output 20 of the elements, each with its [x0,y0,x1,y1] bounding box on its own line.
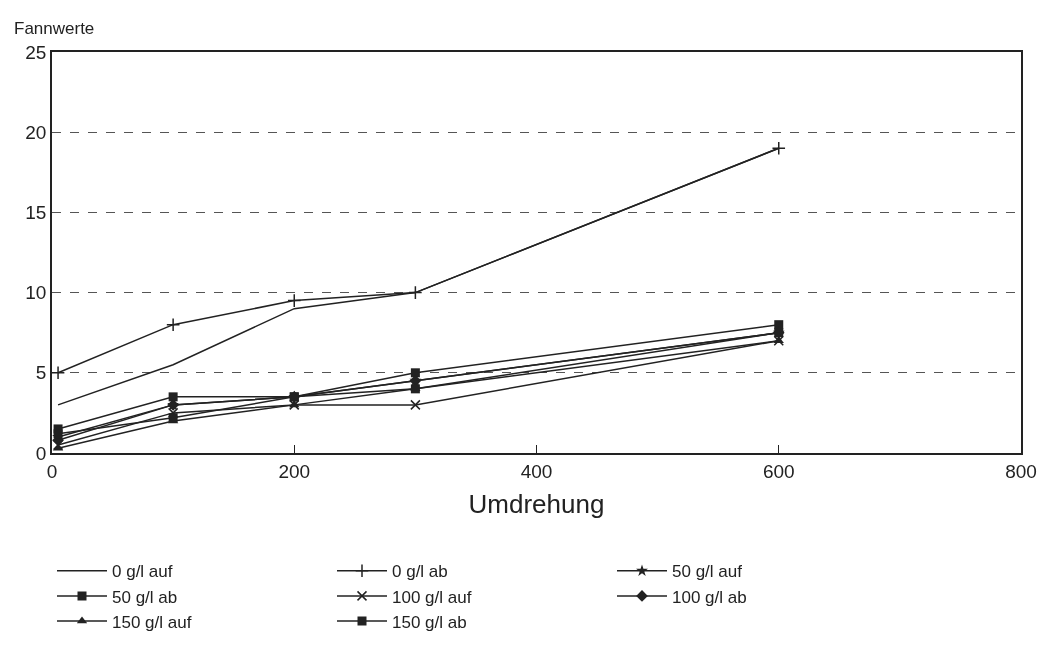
y-tick-label: 15 [25,202,47,224]
legend-label: 150 g/l auf [112,612,192,632]
legend-label: 100 g/l auf [392,587,472,607]
legend-label: 0 g/l auf [112,562,173,582]
legend-label: 150 g/l ab [392,612,467,632]
x-tick-label: 800 [1005,460,1037,482]
y-tick-label: 5 [35,362,47,384]
legend-label: 0 g/l ab [392,562,448,582]
legend-label: 50 g/l auf [672,562,743,582]
y-axis-title: Fannwerte [14,19,95,38]
y-tick-label: 10 [25,282,47,304]
legend-label: 100 g/l ab [672,587,747,607]
x-tick-label: 600 [762,460,795,482]
y-tick-label: 25 [25,41,47,63]
x-axis-title: Umdrehung [468,488,605,519]
y-tick-label: 0 [35,442,47,464]
x-tick-label: 400 [520,460,553,482]
y-tick-label: 20 [25,121,47,143]
legend-label: 50 g/l ab [112,587,178,607]
x-tick-label: 200 [278,460,311,482]
